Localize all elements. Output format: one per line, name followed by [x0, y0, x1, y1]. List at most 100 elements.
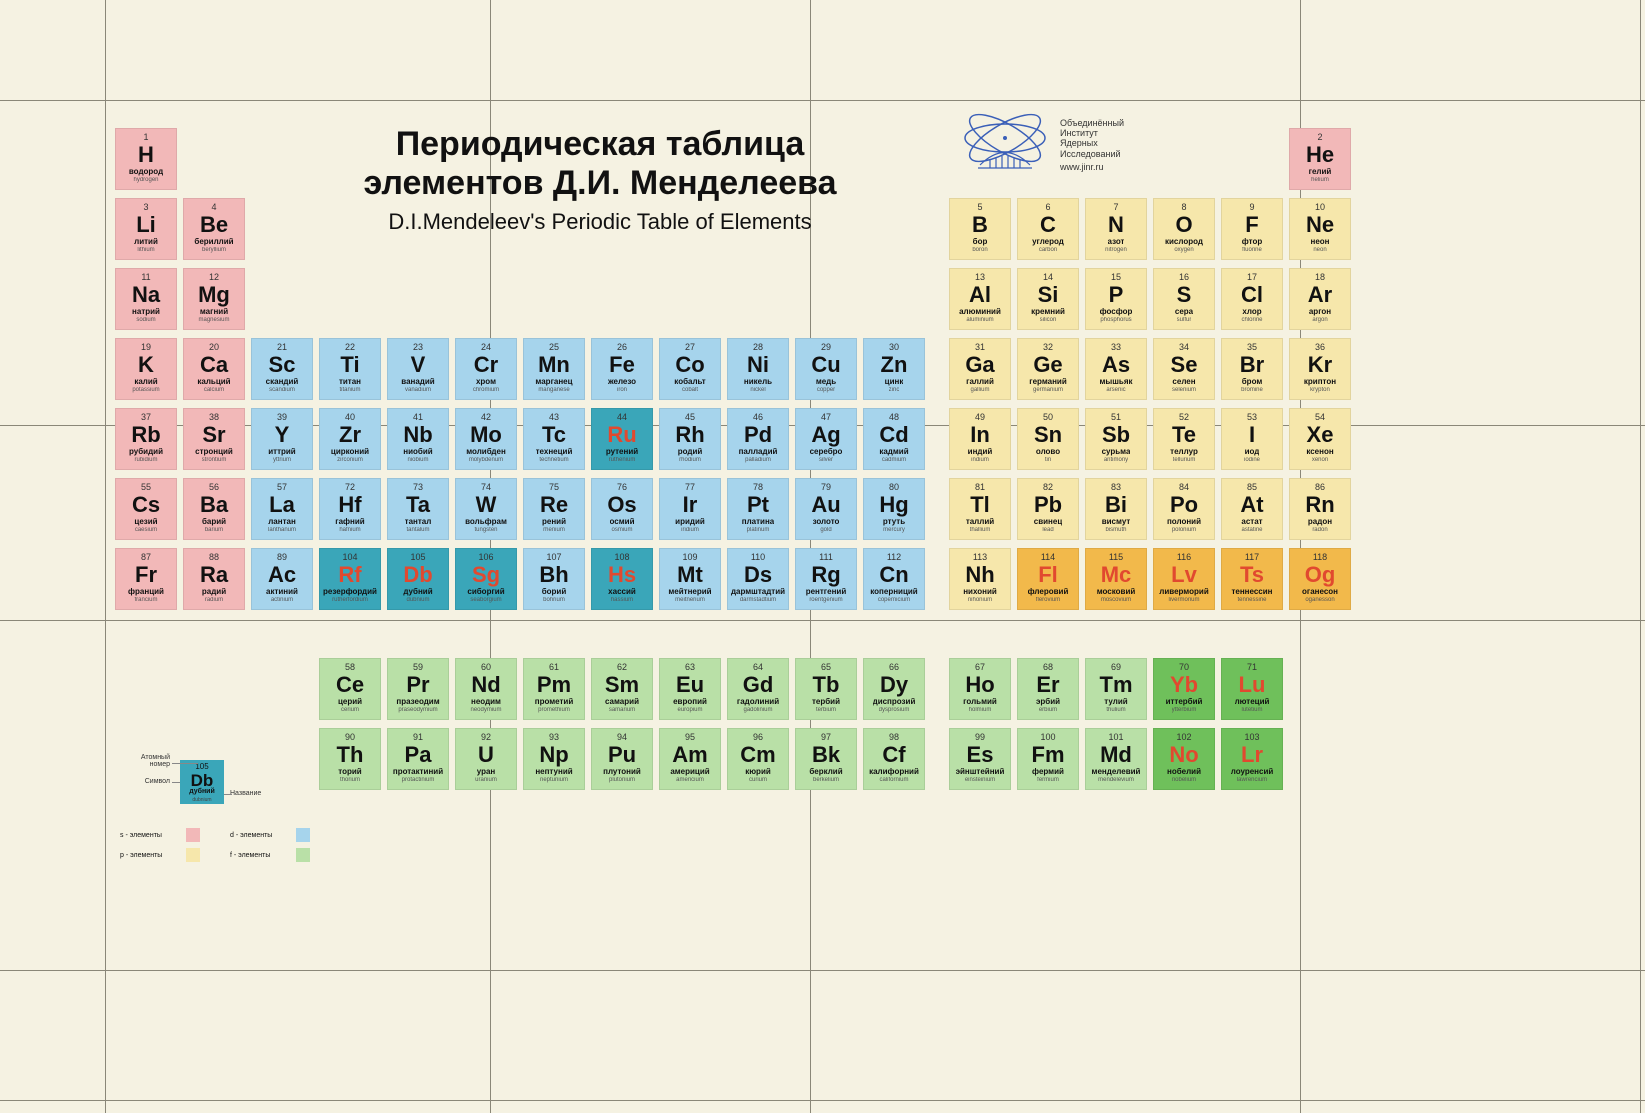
element-name-en: oganesson [1305, 597, 1334, 603]
legend-swatch [296, 828, 310, 842]
element-name-ru: тербий [812, 698, 840, 706]
element-Mo: 42Moмолибденmolybdenum [455, 408, 517, 470]
element-name-en: chromium [473, 387, 499, 393]
element-Al: 13Alалюминийaluminium [949, 268, 1011, 330]
atomic-number: 4 [211, 202, 216, 212]
element-name-ru: висмут [1102, 518, 1131, 526]
atomic-number: 93 [549, 732, 559, 742]
element-name-en: gallium [970, 387, 989, 393]
element-name-en: selenium [1172, 387, 1196, 393]
element-symbol: Zr [339, 424, 361, 446]
element-name-ru: неодим [471, 698, 501, 706]
element-symbol: Tc [542, 424, 566, 446]
element-symbol: Ge [1033, 354, 1062, 376]
element-name-ru: золото [813, 518, 840, 526]
legend-leader [224, 794, 232, 795]
atomic-number: 60 [481, 662, 491, 672]
element-Ga: 31Gaгаллийgallium [949, 338, 1011, 400]
element-name-en: niobium [407, 457, 428, 463]
element-symbol: Ce [336, 674, 364, 696]
element-name-en: sulfur [1177, 317, 1192, 323]
element-Mt: 109Mtмейтнерийmeitnerium [659, 548, 721, 610]
atomic-number: 11 [141, 272, 150, 282]
element-Re: 75Reренийrhenium [523, 478, 585, 540]
element-Ru: 44Ruрутенийruthenium [591, 408, 653, 470]
element-symbol: In [970, 424, 990, 446]
element-Bi: 83Biвисмутbismuth [1085, 478, 1147, 540]
element-Ce: 58Ceцерийcerium [319, 658, 381, 720]
element-name-ru: празеодим [396, 698, 439, 706]
atomic-number: 33 [1111, 342, 1121, 352]
element-name-ru: технеций [536, 448, 573, 456]
element-symbol: At [1240, 494, 1263, 516]
atomic-number: 102 [1176, 732, 1191, 742]
element-symbol: U [478, 744, 494, 766]
element-symbol: Mg [198, 284, 230, 306]
atomic-number: 111 [819, 552, 833, 562]
atomic-number: 107 [546, 552, 561, 562]
element-Cs: 55Csцезийcaesium [115, 478, 177, 540]
element-name-ru: уран [477, 768, 496, 776]
element-name-ru: церий [338, 698, 362, 706]
element-name-ru: кобальт [674, 378, 705, 386]
element-Hf: 72Hfгафнийhafnium [319, 478, 381, 540]
element-Fe: 26Feжелезоiron [591, 338, 653, 400]
element-symbol: Tm [1100, 674, 1133, 696]
element-Ds: 110Dsдармштадтийdarmstadtium [727, 548, 789, 610]
atomic-number: 15 [1111, 272, 1121, 282]
atomic-number: 42 [481, 412, 491, 422]
element-name-ru: кремний [1031, 308, 1065, 316]
element-symbol: Bh [539, 564, 568, 586]
element-symbol: Bk [812, 744, 840, 766]
element-name-en: meitnerium [675, 597, 705, 603]
element-name-ru: кадмий [879, 448, 908, 456]
atomic-number: 16 [1179, 272, 1189, 282]
element-name-en: lithium [137, 247, 154, 253]
element-symbol: Cr [474, 354, 498, 376]
element-name-en: radon [1312, 527, 1327, 533]
element-name-ru: дармштадтий [731, 588, 785, 596]
atomic-number: 118 [1313, 552, 1327, 562]
atomic-number: 86 [1315, 482, 1325, 492]
element-name-ru: дубний [403, 588, 432, 596]
title-block: Периодическая таблицаэлементов Д.И. Менд… [290, 125, 910, 235]
atomic-number: 85 [1247, 482, 1257, 492]
atomic-number: 31 [975, 342, 985, 352]
element-name-ru: палладий [739, 448, 778, 456]
element-symbol: Au [811, 494, 840, 516]
legend-swatch [296, 848, 310, 862]
element-Rf: 104Rfрезерфордийrutherfordium [319, 548, 381, 610]
element-Ni: 28Niникельnickel [727, 338, 789, 400]
element-name-ru: гафний [335, 518, 364, 526]
element-symbol: Be [200, 214, 228, 236]
element-symbol: K [138, 354, 154, 376]
element-Np: 93Npнептунийneptunium [523, 728, 585, 790]
atomic-number: 83 [1111, 482, 1121, 492]
atomic-number: 50 [1043, 412, 1053, 422]
element-Rb: 37Rbрубидийrubidium [115, 408, 177, 470]
element-symbol: Pa [405, 744, 432, 766]
element-Cd: 48Cdкадмийcadmium [863, 408, 925, 470]
element-V: 23Vванадийvanadium [387, 338, 449, 400]
element-symbol: Os [607, 494, 636, 516]
element-name-en: uranium [475, 777, 497, 783]
element-name-ru: иод [1245, 448, 1260, 456]
element-Ag: 47Agсереброsilver [795, 408, 857, 470]
element-name-en: bismuth [1105, 527, 1126, 533]
element-symbol: Nb [403, 424, 432, 446]
element-Rn: 86Rnрадонradon [1289, 478, 1351, 540]
element-F: 9Fфторfluorine [1221, 198, 1283, 260]
element-symbol: Fl [1038, 564, 1058, 586]
element-name-en: americium [676, 777, 704, 783]
element-Y: 39Yиттрийyttrium [251, 408, 313, 470]
element-name-en: radium [205, 597, 223, 603]
element-name-en: bromine [1241, 387, 1263, 393]
element-name-ru: борий [542, 588, 567, 596]
element-symbol: Pd [744, 424, 772, 446]
element-Eu: 63Euевропийeuropium [659, 658, 721, 720]
element-name-ru: актиний [266, 588, 298, 596]
element-name-en: titanium [339, 387, 360, 393]
element-Cn: 112Cnкоперницийcopernicium [863, 548, 925, 610]
element-symbol: Sb [1102, 424, 1130, 446]
element-symbol: Db [403, 564, 432, 586]
